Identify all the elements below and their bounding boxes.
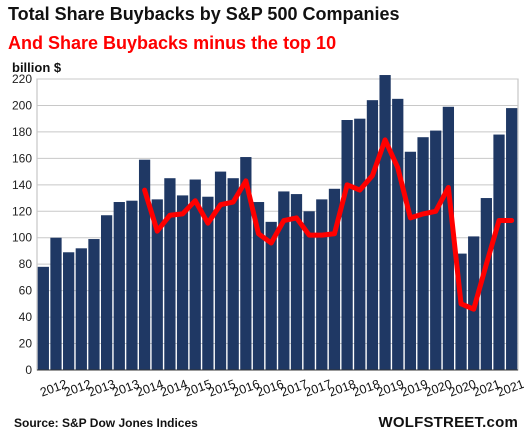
bar-26 [354,118,366,370]
y-tick-label-80: 80 [19,257,33,271]
bar-30 [404,151,417,370]
y-tick-label-200: 200 [12,98,32,112]
bar-21 [290,194,303,370]
bar-2 [50,237,62,370]
y-tick-label-180: 180 [12,125,32,139]
bar-28 [379,75,391,371]
bar-9 [138,159,151,370]
bar-36 [480,198,492,370]
bar-5 [88,239,100,370]
bar-31 [417,137,429,370]
bar-12 [176,195,189,370]
bar-33 [442,106,455,370]
bar-25 [341,120,353,370]
y-tick-label-20: 20 [19,337,33,351]
bar-13 [189,179,201,370]
y-tick-label-160: 160 [12,151,32,165]
bar-1 [37,266,49,370]
source-note: Source: S&P Dow Jones Indices [14,416,198,430]
bar-14 [202,196,214,370]
y-tick-label-120: 120 [12,204,32,218]
bar-11 [164,178,176,370]
bar-34 [455,253,467,370]
bar-8 [126,200,138,370]
y-tick-label-100: 100 [12,231,32,245]
y-tick-label-40: 40 [19,310,33,324]
bar-15 [214,171,227,370]
bar-17 [240,157,252,370]
y-tick-label-0: 0 [25,363,32,377]
y-axis-label: billion $ [12,60,62,75]
bar-27 [366,100,379,370]
bar-7 [113,202,125,370]
brand-watermark: WOLFSTREET.com [378,414,518,431]
chart-title: Total Share Buybacks by S&P 500 Companie… [8,4,400,24]
bar-32 [430,130,442,370]
bar-29 [392,98,404,370]
series-line-minus-top10 [142,137,515,312]
bar-23 [316,199,328,370]
bar-18 [252,202,265,370]
bar-19 [265,221,277,370]
x-tick-label-20: 2021 [495,377,524,400]
y-tick-label-220: 220 [12,72,32,86]
bar-37 [493,134,505,370]
chart-subtitle: And Share Buybacks minus the top 10 [8,33,337,53]
bar-22 [303,211,315,370]
bar-38 [506,108,518,370]
bar-24 [328,188,341,370]
y-tick-label-140: 140 [12,178,32,192]
bar-6 [100,215,113,370]
bar-20 [278,191,290,370]
bar-16 [227,178,239,370]
bar-3 [63,252,75,370]
y-tick-label-60: 60 [19,284,33,298]
bar-4 [75,248,87,370]
bar-10 [151,199,163,370]
